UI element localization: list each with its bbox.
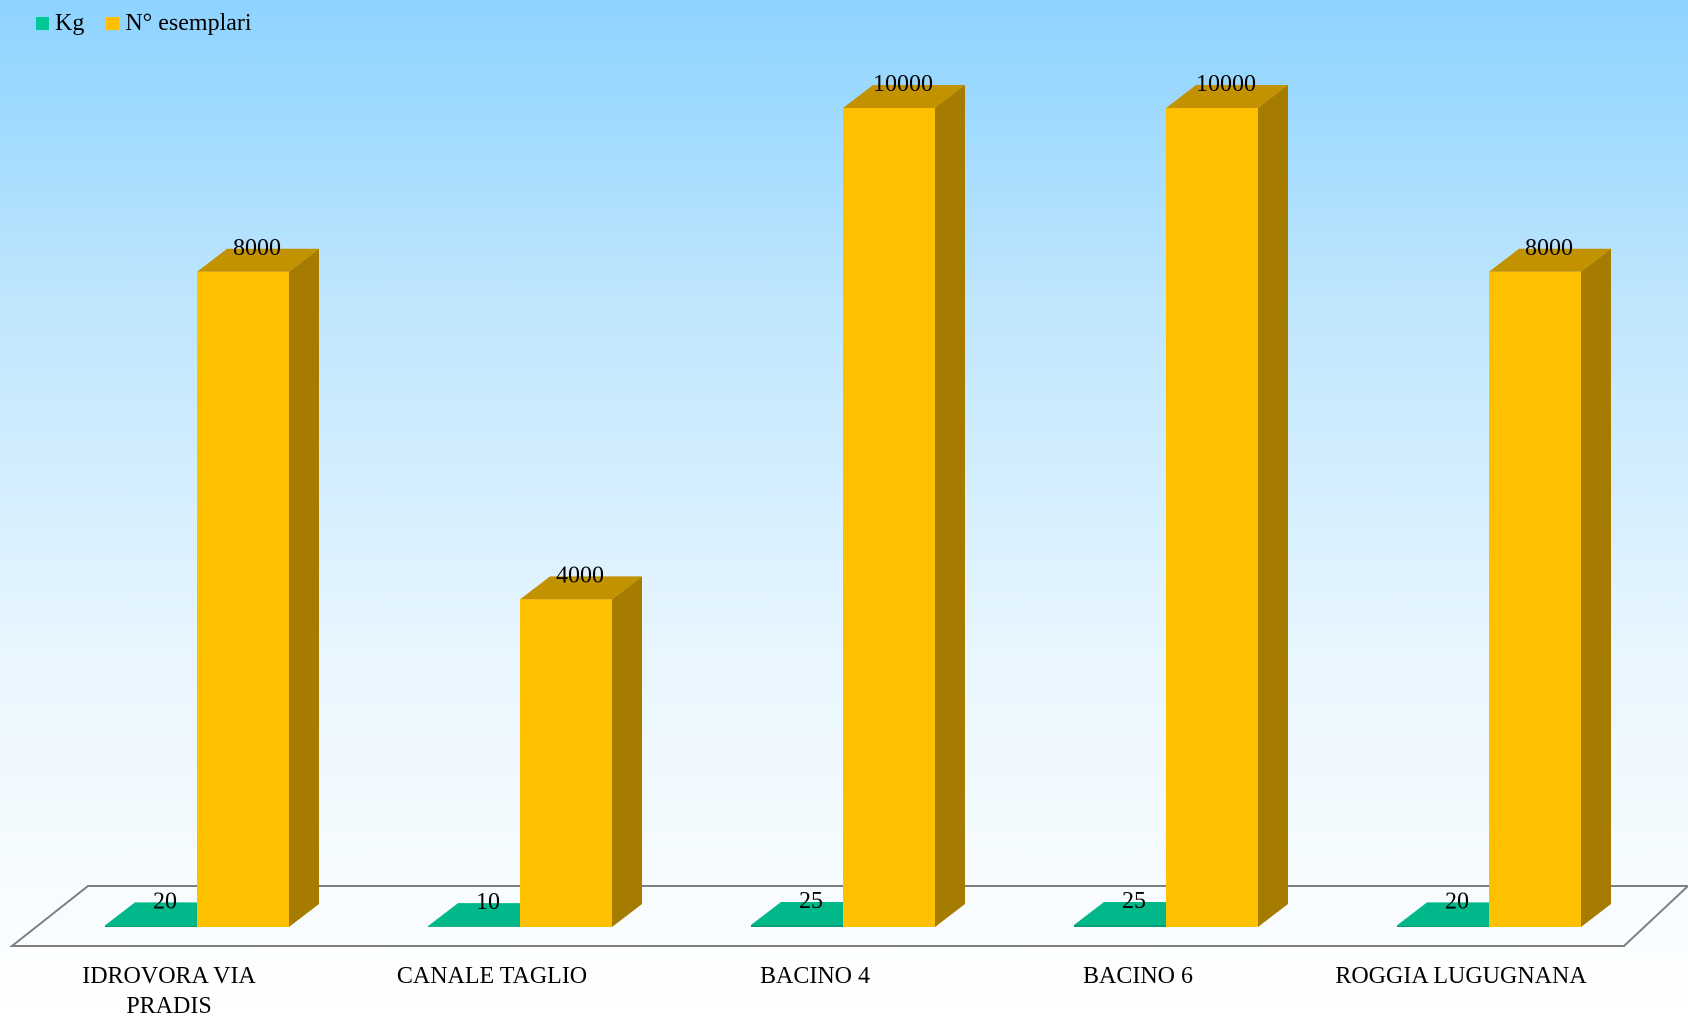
bar-n-esemplari-idrovora-via-pradis <box>197 271 289 927</box>
data-label-kg-canale-taglio: 10 <box>476 889 500 915</box>
bar-side-n-esemplari-bacino-4 <box>935 85 965 927</box>
tick-label-idrovora-via-pradis: IDROVORA VIA PRADIS <box>82 963 256 1017</box>
bar-top-n-esemplari-idrovora-via-pradis <box>197 248 319 272</box>
tick-label-roggia-lugugnana: ROGGIA LUGUGNANA <box>1335 963 1587 989</box>
bar-kg-roggia-lugugnana <box>1397 925 1489 927</box>
data-label-kg-roggia-lugugnana: 20 <box>1445 888 1469 914</box>
bar-side-n-esemplari-idrovora-via-pradis <box>289 248 319 928</box>
data-label-n-esemplari-roggia-lugugnana: 8000 <box>1525 235 1573 261</box>
bar-side-n-esemplari-roggia-lugugnana <box>1581 248 1611 928</box>
bar-n-esemplari-canale-taglio <box>520 599 612 927</box>
data-label-kg-idrovora-via-pradis: 20 <box>153 888 177 914</box>
chart-legend: Kg N° esemplari <box>36 10 274 37</box>
bar-top-kg-bacino-4 <box>751 901 873 925</box>
tick-label-bacino-4: BACINO 4 <box>760 963 870 989</box>
data-label-n-esemplari-canale-taglio: 4000 <box>556 562 604 588</box>
bar-n-esemplari-bacino-6 <box>1166 108 1258 927</box>
data-label-n-esemplari-idrovora-via-pradis: 8000 <box>233 235 281 261</box>
bar-kg-bacino-6 <box>1074 924 1166 927</box>
legend-label-esemplari: N° esemplari <box>125 10 252 36</box>
bar-top-n-esemplari-canale-taglio <box>520 576 642 600</box>
bar-side-n-esemplari-canale-taglio <box>612 576 642 927</box>
legend-swatch-esemplari <box>106 17 120 30</box>
legend-item-esemplari: N° esemplari <box>106 10 252 37</box>
bar-side-n-esemplari-bacino-6 <box>1258 85 1288 927</box>
bar-top-n-esemplari-roggia-lugugnana <box>1489 248 1611 272</box>
bar-kg-idrovora-via-pradis <box>105 925 197 927</box>
data-label-n-esemplari-bacino-4: 10000 <box>873 71 933 97</box>
bar-top-n-esemplari-bacino-4 <box>843 85 965 108</box>
legend-item-kg: Kg <box>36 10 84 37</box>
tick-label-canale-taglio: CANALE TAGLIO <box>397 963 587 989</box>
data-label-kg-bacino-4: 25 <box>799 888 823 914</box>
bar-top-n-esemplari-bacino-6 <box>1166 85 1288 108</box>
bar-kg-bacino-4 <box>751 924 843 927</box>
bar-n-esemplari-bacino-4 <box>843 108 935 927</box>
bar-n-esemplari-roggia-lugugnana <box>1489 271 1581 927</box>
bar-kg-canale-taglio <box>428 926 520 927</box>
bar-top-kg-roggia-lugugnana <box>1397 902 1519 926</box>
legend-swatch-kg <box>36 17 49 30</box>
data-label-n-esemplari-bacino-6: 10000 <box>1196 71 1256 97</box>
tick-label-bacino-6: BACINO 6 <box>1083 963 1193 989</box>
data-label-kg-bacino-6: 25 <box>1122 888 1146 914</box>
bar-top-kg-bacino-6 <box>1074 901 1196 925</box>
bar-top-kg-canale-taglio <box>428 903 550 927</box>
chart-floor <box>9 885 1688 947</box>
legend-label-kg: Kg <box>55 10 85 36</box>
bar-top-kg-idrovora-via-pradis <box>105 902 227 926</box>
